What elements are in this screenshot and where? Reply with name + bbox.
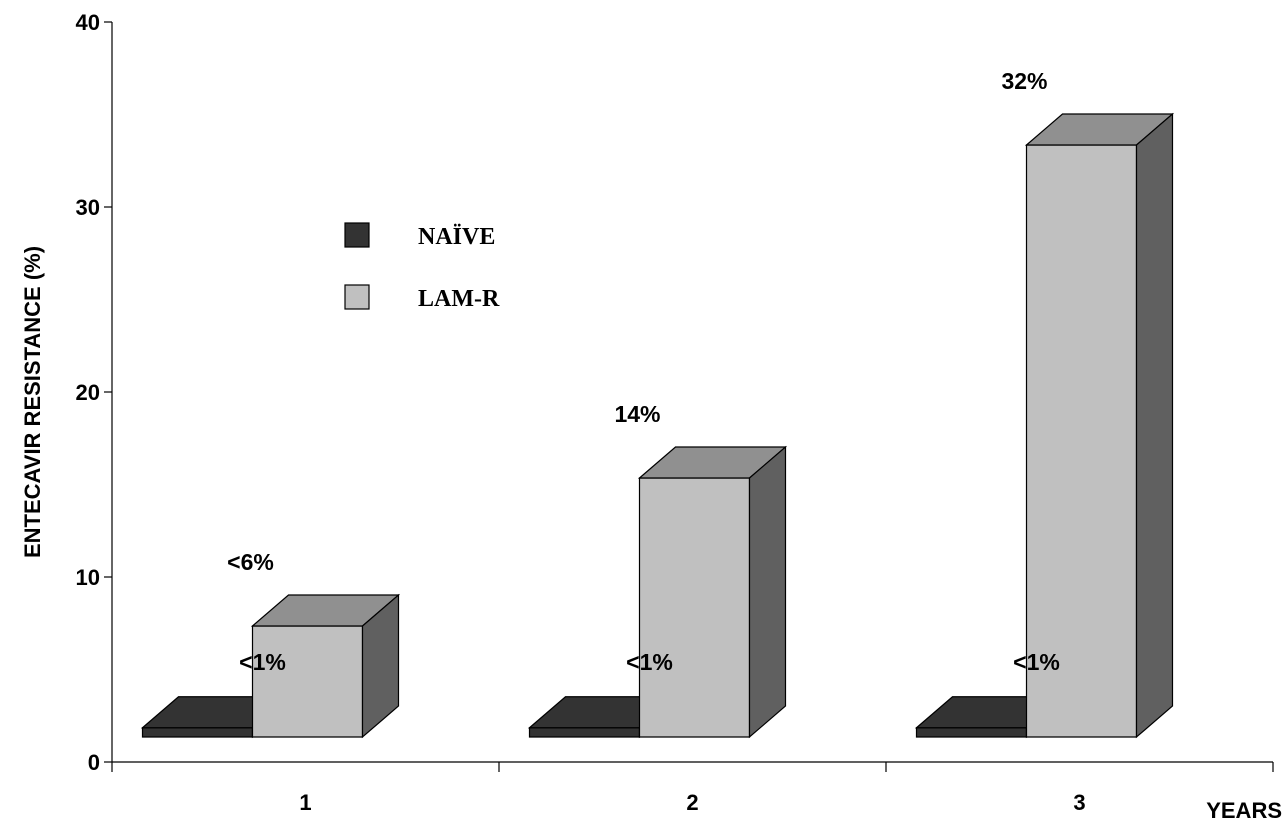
bar-front-face bbox=[915, 727, 1028, 738]
bar-front-face bbox=[638, 477, 751, 738]
bar-side-face bbox=[1135, 112, 1174, 739]
x-tick-label: 3 bbox=[1073, 790, 1085, 815]
data-label-nave-year-2: <1% bbox=[626, 649, 673, 675]
y-tick-label: 40 bbox=[76, 10, 100, 35]
bar-lamr-year-3 bbox=[1024, 112, 1175, 739]
legend-label-nave: NAÏVE bbox=[418, 224, 495, 250]
legend: NAÏVE LAM-R bbox=[344, 222, 500, 312]
x-ticks: 1 2 3 bbox=[111, 762, 1274, 815]
data-label-nave-year-3: <1% bbox=[1013, 649, 1060, 675]
y-tick-label: 20 bbox=[76, 380, 100, 405]
legend-swatch-lamr bbox=[344, 284, 370, 310]
bar-front-face bbox=[141, 727, 254, 738]
y-ticks: 0 10 20 30 40 bbox=[76, 10, 112, 775]
bar-lamr-year-1 bbox=[250, 593, 401, 739]
legend-swatch-nave bbox=[344, 222, 370, 248]
x-axis-title: YEARS bbox=[1206, 798, 1282, 823]
x-tick-label: 2 bbox=[686, 790, 698, 815]
y-axis-title: ENTECAVIR RESISTANCE (%) bbox=[20, 246, 45, 558]
bar-lamr-year-2 bbox=[637, 445, 788, 739]
y-tick-label: 10 bbox=[76, 565, 100, 590]
y-tick-label: 30 bbox=[76, 195, 100, 220]
y-tick-label: 0 bbox=[88, 750, 100, 775]
legend-label-lamr: LAM-R bbox=[418, 286, 500, 312]
data-label-lamr-year-3: 32% bbox=[1001, 68, 1047, 94]
data-labels: <1% <6% <1% 14% <1% 32% bbox=[227, 68, 1060, 675]
data-label-lamr-year-1: <6% bbox=[227, 549, 274, 575]
x-tick-label: 1 bbox=[299, 790, 311, 815]
data-label-lamr-year-2: 14% bbox=[614, 401, 660, 427]
bar-side-face bbox=[748, 445, 787, 739]
bars bbox=[140, 112, 1175, 739]
data-label-nave-year-1: <1% bbox=[239, 649, 286, 675]
bar-side-face bbox=[361, 593, 400, 739]
bar-front-face bbox=[528, 727, 641, 738]
bar-front-face bbox=[251, 625, 364, 738]
